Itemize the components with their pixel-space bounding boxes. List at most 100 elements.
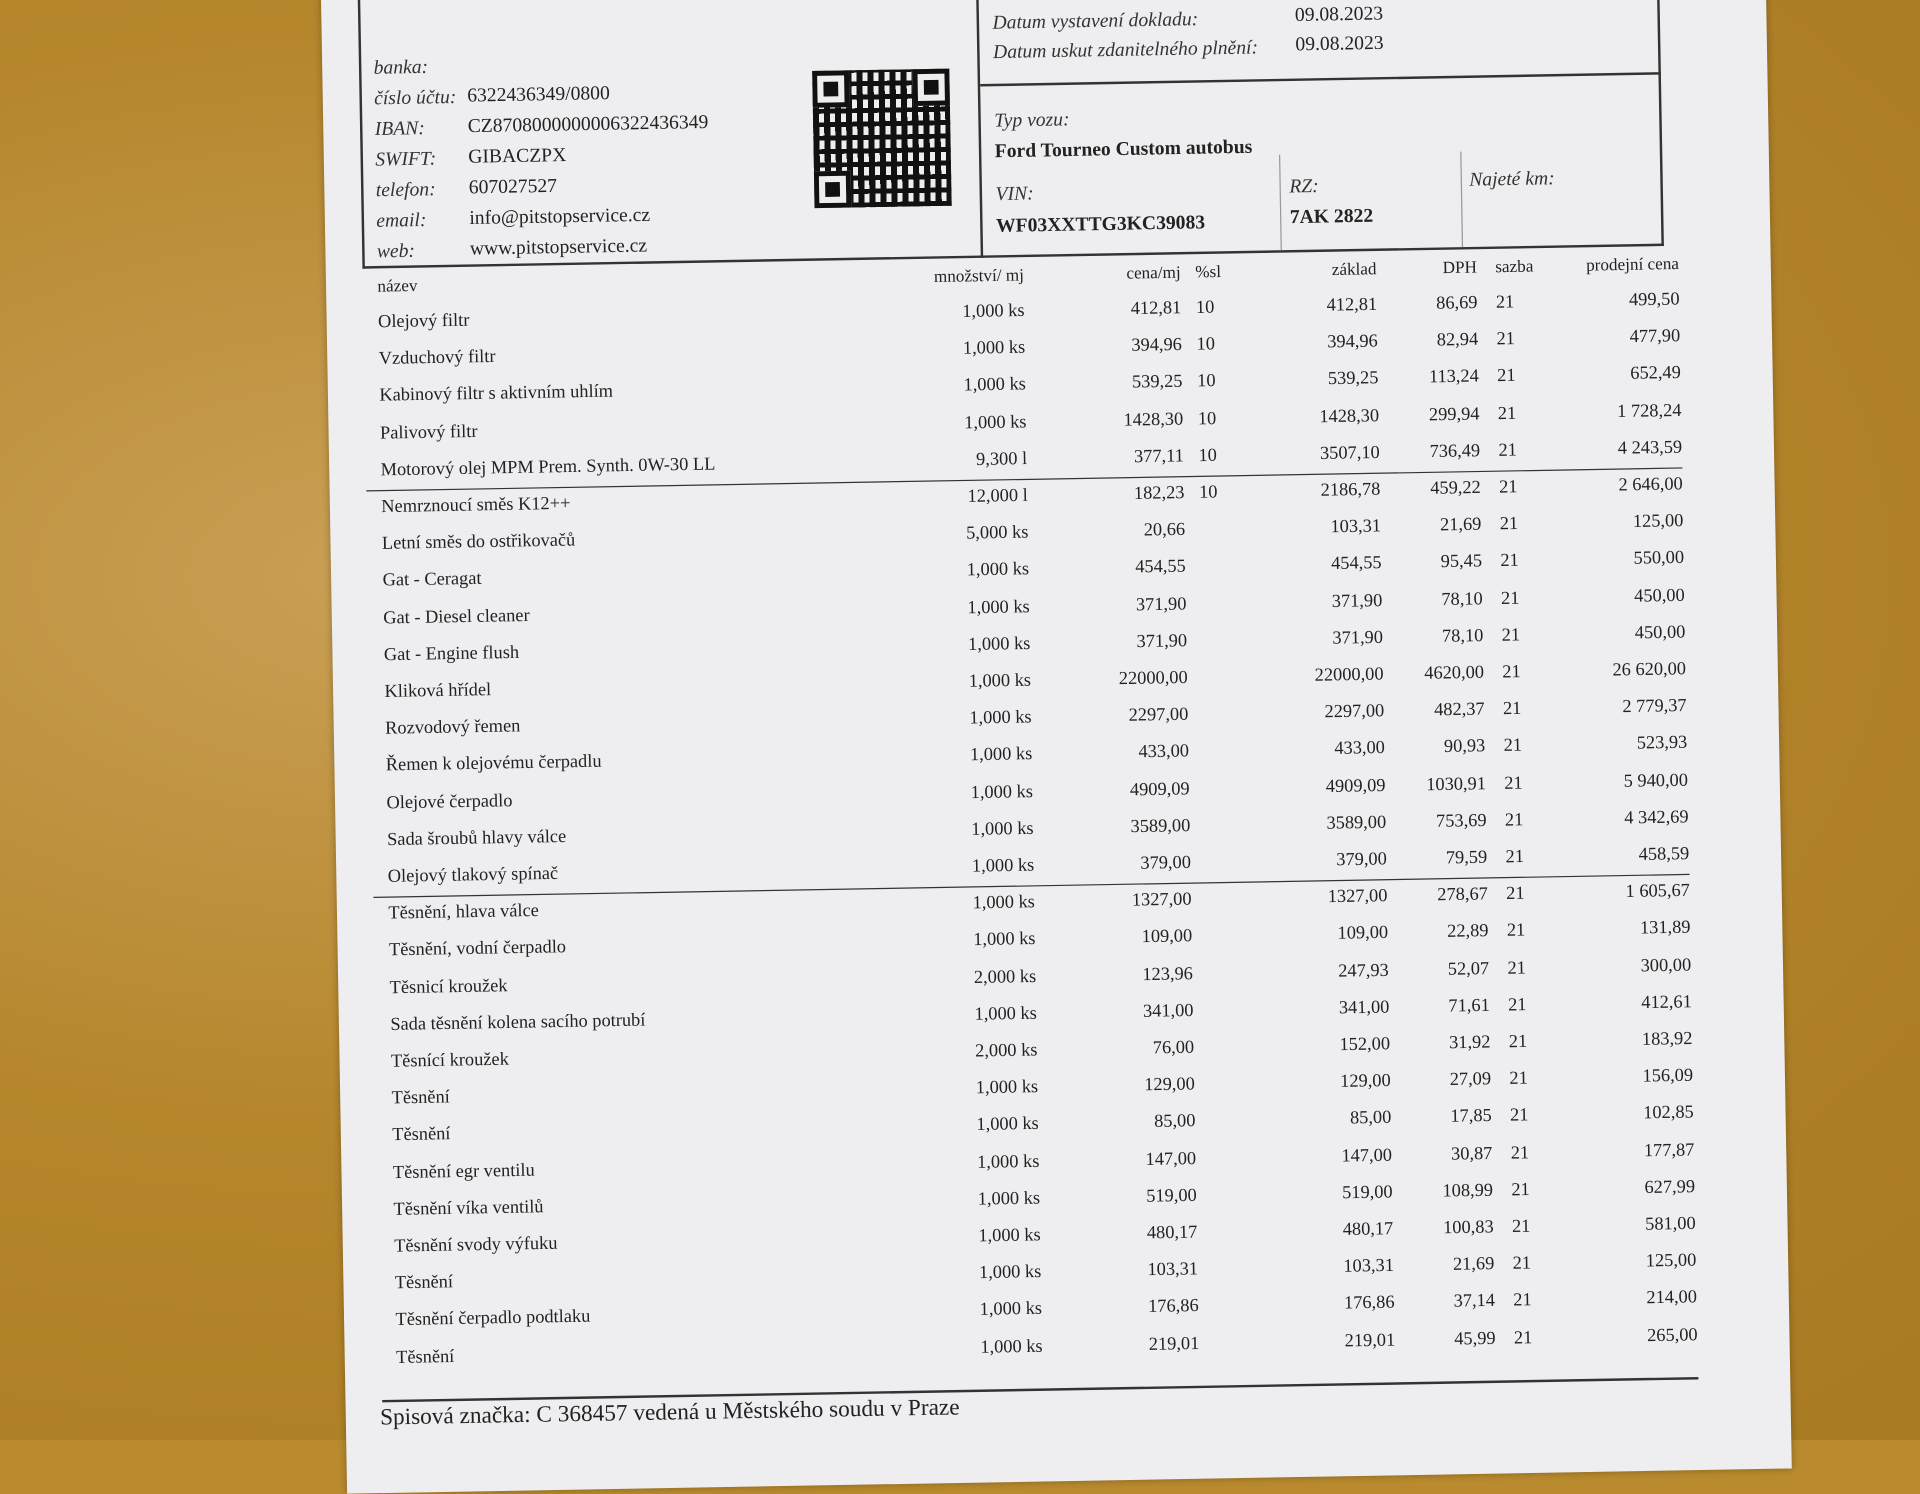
cell-unit-price: 2297,00 xyxy=(1128,705,1189,726)
cell-vat: 27,09 xyxy=(1449,1069,1492,1091)
cell-rate: 21 xyxy=(1498,477,1518,498)
vin-value: WF03XXTTG3KC39083 xyxy=(995,212,1206,237)
cell-discount: 10 xyxy=(1197,371,1216,392)
cell-base: 1327,00 xyxy=(1327,886,1388,908)
cell-unit-price: 129,00 xyxy=(1144,1074,1195,1096)
cell-unit-price: 454,55 xyxy=(1135,557,1186,578)
cell-name: Letní směs do ostřikovačů xyxy=(381,530,576,554)
cell-vat: 78,10 xyxy=(1441,589,1483,610)
cell-vat: 31,92 xyxy=(1448,1032,1491,1054)
header-base: základ xyxy=(1331,260,1377,280)
cell-sale-price: 412,61 xyxy=(1641,992,1692,1013)
cell-unit-price: 85,00 xyxy=(1153,1111,1196,1133)
cell-sale-price: 5 940,00 xyxy=(1623,770,1689,792)
cell-vat: 45,99 xyxy=(1454,1328,1496,1349)
cell-rate: 21 xyxy=(1500,588,1520,609)
cell-base: 219,01 xyxy=(1344,1330,1396,1351)
cell-discount: 10 xyxy=(1198,445,1218,466)
cell-rate: 21 xyxy=(1502,699,1522,720)
cell-rate: 21 xyxy=(1498,440,1518,461)
cell-sale-price: 1 728,24 xyxy=(1617,400,1682,422)
cell-base: 371,90 xyxy=(1332,627,1384,649)
cell-rate: 21 xyxy=(1499,514,1519,535)
cell-vat: 459,22 xyxy=(1430,478,1481,499)
cell-rate: 21 xyxy=(1509,1106,1529,1127)
cell-discount: 10 xyxy=(1198,482,1218,503)
box-right-border xyxy=(1656,0,1664,247)
cell-vat: 17,85 xyxy=(1450,1106,1492,1128)
cell-sale-price: 214,00 xyxy=(1646,1288,1698,1309)
header-unit-price: cena/mj xyxy=(1126,264,1181,284)
web-value: www.pitstopservice.cz xyxy=(469,235,648,260)
table-bottom-line xyxy=(382,1376,1699,1403)
cell-unit-price: 123,96 xyxy=(1142,964,1194,985)
cell-discount: 10 xyxy=(1195,297,1215,318)
cell-discount: 10 xyxy=(1196,334,1216,355)
cell-sale-price: 102,85 xyxy=(1643,1103,1694,1124)
cell-quantity: 1,000 ks xyxy=(962,338,1026,359)
cell-sale-price: 652,49 xyxy=(1630,363,1682,385)
issue-date-label: Datum vystavení dokladu: xyxy=(992,9,1199,34)
cell-sale-price: 156,09 xyxy=(1642,1066,1694,1087)
cell-unit-price: 371,90 xyxy=(1135,594,1187,615)
cell-quantity: 1,000 ks xyxy=(963,375,1026,396)
vehicle-type-value: Ford Tourneo Custom autobus xyxy=(994,136,1253,163)
cell-unit-price: 76,00 xyxy=(1152,1037,1195,1059)
cell-unit-price: 176,86 xyxy=(1147,1296,1199,1318)
cell-rate: 21 xyxy=(1507,995,1527,1016)
cell-vat: 79,59 xyxy=(1445,847,1488,869)
cell-vat: 1030,91 xyxy=(1426,773,1487,795)
cell-rate: 21 xyxy=(1501,625,1521,646)
cell-sale-price: 4 342,69 xyxy=(1624,807,1689,829)
cell-rate: 21 xyxy=(1503,736,1523,757)
cell-name: Vzduchový filtr xyxy=(378,347,496,370)
cell-sale-price: 458,59 xyxy=(1638,844,1690,865)
cell-rate: 21 xyxy=(1506,884,1525,905)
cell-vat: 30,87 xyxy=(1450,1143,1493,1165)
cell-quantity: 1,000 ks xyxy=(967,597,1030,618)
cell-base: 247,93 xyxy=(1338,960,1389,982)
vehicle-box-top xyxy=(980,72,1661,87)
account-value: 6322436349/0800 xyxy=(467,83,610,107)
iban-label: IBAN: xyxy=(374,118,425,140)
cell-unit-price: 480,17 xyxy=(1146,1222,1198,1244)
iban-value: CZ8708000000006322436349 xyxy=(467,112,709,138)
email-label: email: xyxy=(376,210,427,232)
swift-label: SWIFT: xyxy=(375,148,437,171)
cell-unit-price: 22000,00 xyxy=(1118,668,1188,690)
cell-unit-price: 539,25 xyxy=(1131,372,1183,393)
cell-rate: 21 xyxy=(1500,551,1519,572)
cell-unit-price: 379,00 xyxy=(1140,853,1192,874)
bank-label: banka: xyxy=(373,56,429,79)
cell-vat: 78,10 xyxy=(1441,626,1484,647)
cell-quantity: 2,000 ks xyxy=(975,1040,1038,1062)
cell-rate: 21 xyxy=(1513,1290,1532,1311)
cell-unit-price: 1327,00 xyxy=(1131,890,1192,911)
cell-vat: 82,94 xyxy=(1436,330,1479,351)
vehicle-type-label: Typ vozu: xyxy=(994,109,1070,132)
cell-name: Gat - Diesel cleaner xyxy=(383,605,530,628)
cell-sale-price: 627,99 xyxy=(1644,1177,1696,1198)
cell-sale-price: 125,00 xyxy=(1645,1251,1697,1272)
cell-quantity: 1,000 ks xyxy=(973,929,1036,951)
cell-quantity: 1,000 ks xyxy=(976,1151,1040,1173)
phone-value: 607027527 xyxy=(468,175,558,199)
cell-rate: 21 xyxy=(1510,1143,1530,1164)
cell-vat: 482,37 xyxy=(1433,700,1485,721)
cell-sale-price: 125,00 xyxy=(1632,511,1684,533)
cell-base: 3589,00 xyxy=(1326,812,1387,834)
cell-name: Olejový tlakový spínač xyxy=(387,864,559,887)
tax-date-value: 09.08.2023 xyxy=(1295,32,1384,56)
cell-base: 539,25 xyxy=(1327,369,1379,390)
cell-name: Řemen k olejovému čerpadlu xyxy=(385,752,602,776)
cell-base: 371,90 xyxy=(1331,590,1383,612)
cell-unit-price: 219,01 xyxy=(1148,1333,1200,1355)
cell-sale-price: 1 605,67 xyxy=(1625,881,1691,903)
cell-name: Sada šroubů hlavy válce xyxy=(386,827,567,850)
cell-sale-price: 2 646,00 xyxy=(1618,474,1683,496)
cell-unit-price: 109,00 xyxy=(1141,927,1193,948)
cell-rate: 21 xyxy=(1508,1032,1528,1053)
email-value: info@pitstopservice.cz xyxy=(469,204,651,229)
cell-unit-price: 394,96 xyxy=(1131,335,1183,356)
cell-quantity: 1,000 ks xyxy=(977,1188,1041,1210)
